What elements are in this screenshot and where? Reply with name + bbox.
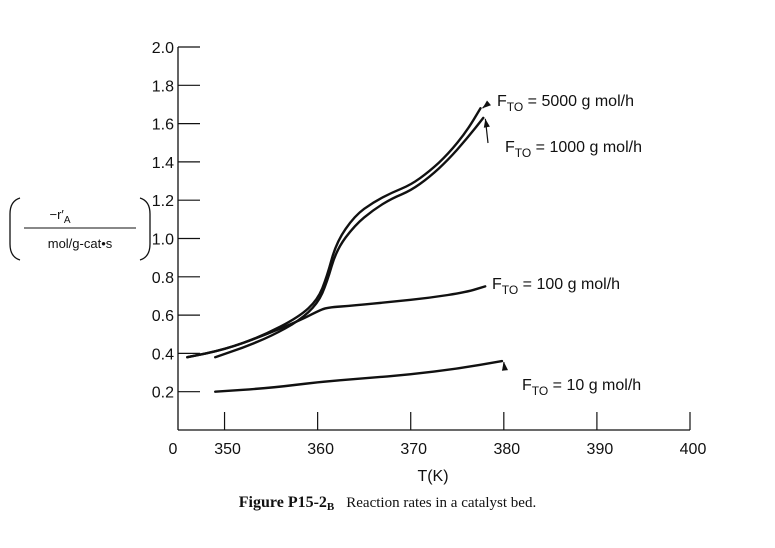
y-label-left-paren: [9, 197, 21, 261]
y-tick-label: 1.4: [152, 155, 174, 172]
y-tick-label: 0.6: [152, 308, 174, 325]
y-label-right-paren: [139, 197, 151, 261]
y-label-numerator: −r′A: [49, 207, 70, 226]
series-annotation-ft0-1000: FTO = 1000 g mol/h: [483, 118, 642, 160]
caption-text: Reaction rates in a catalyst bed.: [346, 495, 537, 511]
x-tick-label: 380: [493, 441, 520, 458]
y-tick-label: 1.8: [152, 78, 174, 95]
annotation-arrow-head: [483, 118, 490, 128]
series-annotation-ft0-100: FTO = 100 g mol/h: [492, 276, 620, 297]
series-line-ft0-100: [186, 285, 487, 359]
x-tick-label: 350: [214, 441, 241, 458]
series-label: FTO = 10 g mol/h: [522, 377, 641, 398]
x-tick-label: 390: [587, 441, 614, 458]
x-zero-label: 0: [169, 441, 178, 458]
y-tick-label: 1.6: [152, 117, 174, 134]
y-tick-label: 2.0: [152, 40, 174, 57]
y-label-denominator: mol/g-cat•s: [48, 236, 113, 251]
series-line-ft0-1000: [214, 116, 485, 359]
series-line-ft0-10: [214, 359, 504, 393]
x-tick-label: 360: [307, 441, 334, 458]
y-tick-label: 0.4: [152, 346, 174, 363]
x-tick-label: 370: [400, 441, 427, 458]
caption-figure-number: Figure P15-2: [238, 494, 327, 511]
y-tick-label: 0.8: [152, 270, 174, 287]
y-tick-label: 1.0: [152, 232, 174, 249]
series-annotations: FTO = 5000 g mol/h FTO = 1000 g mol/h FTO …: [482, 93, 642, 398]
series-lines: [186, 107, 504, 393]
y-axis-label: −r′A mol/g-cat•s: [9, 197, 151, 261]
tick-marks: 0.2 0.4 0.6 0.8 1.0 1.2 1.4 1.6 1.8 2.0 350 360 370 3…: [152, 40, 707, 458]
series-label: FTO = 100 g mol/h: [492, 276, 620, 297]
series-annotation-ft0-10: FTO = 10 g mol/h: [501, 361, 641, 398]
x-axis-label: T(K): [417, 468, 448, 485]
y-tick-label: 0.2: [152, 385, 174, 402]
series-label: FTO = 5000 g mol/h: [497, 93, 634, 114]
y-tick-label: 1.2: [152, 193, 174, 210]
figure-caption: Figure P15-2B Reaction rates in a catalys…: [0, 494, 775, 513]
series-annotation-ft0-5000: FTO = 5000 g mol/h: [482, 93, 634, 114]
series-label: FTO = 1000 g mol/h: [505, 139, 642, 160]
caption-figure-subscript: B: [326, 501, 335, 513]
x-tick-label: 400: [680, 441, 707, 458]
annotation-arrow-head: [501, 362, 508, 371]
series-line-ft0-5000: [186, 107, 482, 359]
chart: 0.2 0.4 0.6 0.8 1.0 1.2 1.4 1.6 1.8 2.0 350 360 370 3…: [9, 40, 707, 485]
annotation-arrow-head: [482, 100, 491, 109]
